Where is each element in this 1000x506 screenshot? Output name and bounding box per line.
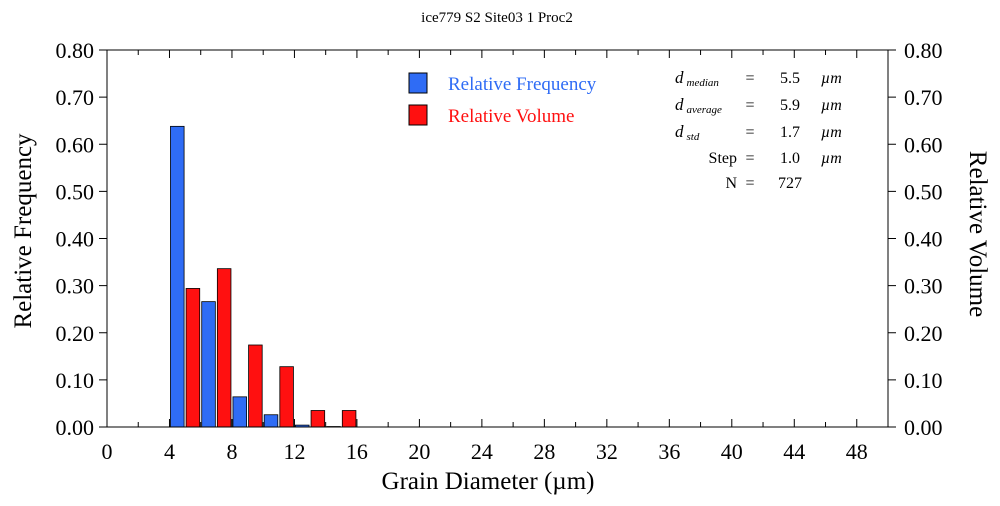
y2-tick-label: 0.60 [904, 132, 943, 157]
frequency-bar [263, 414, 279, 428]
legend-swatch [408, 104, 428, 126]
stat-unit: µm [821, 124, 842, 141]
stat-label: d median [675, 68, 719, 89]
stat-value: 727 [778, 175, 802, 192]
legend-swatch [408, 72, 428, 94]
x-tick-label: 28 [533, 439, 555, 464]
y2-tick-label: 0.40 [904, 227, 943, 252]
y2-tick-label: 0.00 [904, 415, 943, 440]
y2-axis-label: Relative Volume [964, 151, 991, 317]
x-tick-label: 36 [658, 439, 680, 464]
x-tick-label: 4 [164, 439, 175, 464]
y2-tick-label: 0.10 [904, 368, 943, 393]
stat-value: 1.7 [780, 124, 800, 141]
stat-unit: µm [821, 70, 842, 87]
y-tick-label: 0.30 [56, 274, 95, 299]
y2-tick-label: 0.50 [904, 179, 943, 204]
stat-equals: = [745, 175, 754, 192]
volume-bar [248, 344, 263, 428]
x-tick-label: 12 [283, 439, 305, 464]
bars-layer [170, 125, 357, 428]
stat-equals: = [745, 124, 754, 141]
x-tick-label: 16 [346, 439, 368, 464]
y2-tick-label: 0.70 [904, 85, 943, 110]
y-tick-label: 0.10 [56, 368, 95, 393]
x-tick-label: 40 [721, 439, 743, 464]
stat-value: 1.0 [780, 150, 800, 167]
stat-unit: µm [821, 97, 842, 114]
stat-equals: = [745, 97, 754, 114]
volume-bar [216, 268, 232, 428]
y-tick-label: 0.70 [56, 85, 95, 110]
frequency-bar [201, 301, 216, 428]
y2-tick-label: 0.80 [904, 38, 943, 63]
x-tick-label: 0 [102, 439, 113, 464]
stat-label: d average [675, 95, 722, 116]
y-tick-label: 0.80 [56, 38, 95, 63]
legend-label: Relative Frequency [448, 74, 597, 95]
x-tick-label: 32 [596, 439, 618, 464]
y-tick-label: 0.20 [56, 321, 95, 346]
volume-bar [341, 410, 357, 428]
axes-layer: 0 4 8 12 16 20 24 28 32 36 40 44 480.00 0.000.10 0.100… [56, 38, 943, 464]
y-tick-label: 0.40 [56, 227, 95, 252]
y-axis-label: Relative Frequency [10, 133, 37, 329]
stat-equals: = [745, 70, 754, 87]
stat-value: 5.9 [780, 97, 800, 114]
x-axis-label: Grain Diameter (µm) [382, 468, 595, 495]
y-tick-label: 0.00 [56, 415, 95, 440]
volume-bar [279, 366, 294, 428]
stat-unit: µm [821, 150, 842, 167]
stats-box: d median = 5.5 µm d average = 5.9 µm d std = 1.7 µm Ste… [675, 68, 842, 192]
legend: Relative Frequency Relative Volume [408, 72, 597, 127]
x-tick-label: 8 [226, 439, 237, 464]
volume-bar [185, 288, 201, 428]
chart-title: ice779 S2 Site03 1 Proc2 [421, 10, 573, 26]
frequency-bar [170, 125, 185, 428]
stat-label: d std [675, 122, 700, 143]
y-tick-label: 0.60 [56, 132, 95, 157]
stat-value: 5.5 [780, 70, 800, 87]
x-tick-label: 48 [846, 439, 868, 464]
x-tick-label: 44 [783, 439, 805, 464]
y2-tick-label: 0.20 [904, 321, 943, 346]
stat-label: N [725, 175, 737, 192]
stat-label: Step [709, 150, 737, 167]
frequency-bar [232, 396, 247, 428]
x-tick-label: 20 [408, 439, 430, 464]
y-tick-label: 0.50 [56, 179, 95, 204]
x-tick-label: 24 [471, 439, 493, 464]
y2-tick-label: 0.30 [904, 274, 943, 299]
stat-equals: = [745, 150, 754, 167]
legend-label: Relative Volume [448, 106, 574, 127]
volume-bar [310, 410, 326, 428]
